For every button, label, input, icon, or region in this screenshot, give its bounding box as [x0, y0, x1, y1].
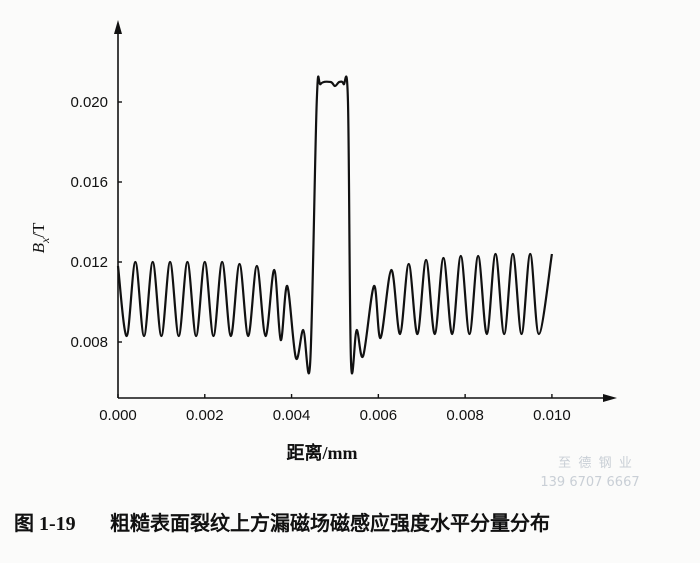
y-tick-label: 0.020 [70, 94, 108, 111]
y-tick-label: 0.012 [70, 254, 108, 271]
x-tick-label: 0.000 [99, 407, 137, 424]
y-axis-arrow [114, 20, 122, 34]
x-tick-label: 0.008 [446, 407, 484, 424]
watermark-phone: 139 6707 6667 [540, 475, 639, 490]
x-axis-arrow [603, 394, 617, 402]
plot-area: 0.000 0.002 0.004 0.006 0.008 0.010 0.008 0.012… [70, 20, 617, 424]
x-tick-label: 0.006 [360, 407, 398, 424]
y-label-symbol: B [29, 242, 48, 253]
y-axis-label: Bx/T [29, 222, 52, 253]
y-tick-label: 0.016 [70, 174, 108, 191]
x-tick-label: 0.004 [273, 407, 311, 424]
y-tick-label: 0.008 [70, 334, 108, 351]
x-axis-label: 距离/mm [287, 442, 358, 463]
y-label-unit: /T [29, 222, 48, 238]
caption-text: 粗糙表面裂纹上方漏磁场磁感应强度水平分量分布 [110, 511, 550, 535]
y-label-subscript: x [38, 237, 52, 244]
x-tick-label: 0.010 [533, 407, 571, 424]
x-tick-label: 0.002 [186, 407, 224, 424]
caption-number: 图 1-19 [14, 512, 76, 535]
data-line [116, 75, 553, 375]
watermark-name: 至 德 钢 业 [558, 455, 634, 470]
